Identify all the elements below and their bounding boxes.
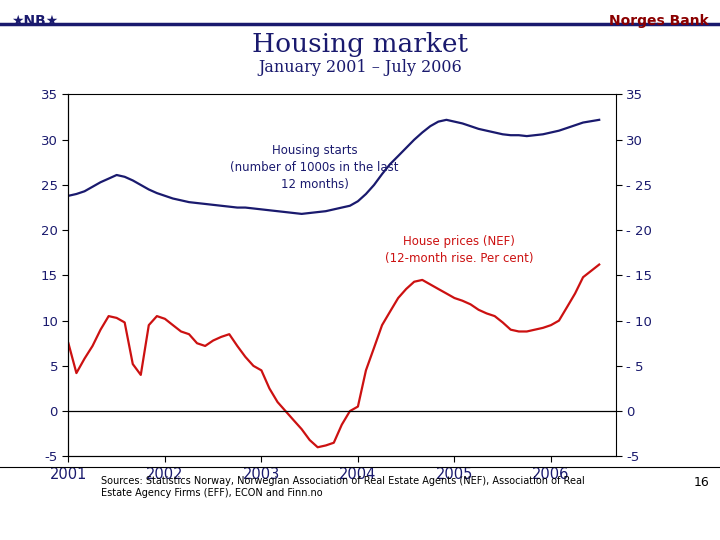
Text: January 2001 – July 2006: January 2001 – July 2006 [258,59,462,76]
Text: ★NB★: ★NB★ [11,14,58,28]
Text: House prices (NEF)
(12-month rise. Per cent): House prices (NEF) (12-month rise. Per c… [385,235,534,265]
Text: Housing starts
(number of 1000s in the last
12 months): Housing starts (number of 1000s in the l… [230,144,399,191]
Text: Sources: Statistics Norway, Norwegian Association of Real Estate Agents (NEF), A: Sources: Statistics Norway, Norwegian As… [101,476,585,498]
Text: Norges Bank: Norges Bank [609,14,709,28]
Text: 16: 16 [693,476,709,489]
Text: Housing market: Housing market [252,32,468,57]
